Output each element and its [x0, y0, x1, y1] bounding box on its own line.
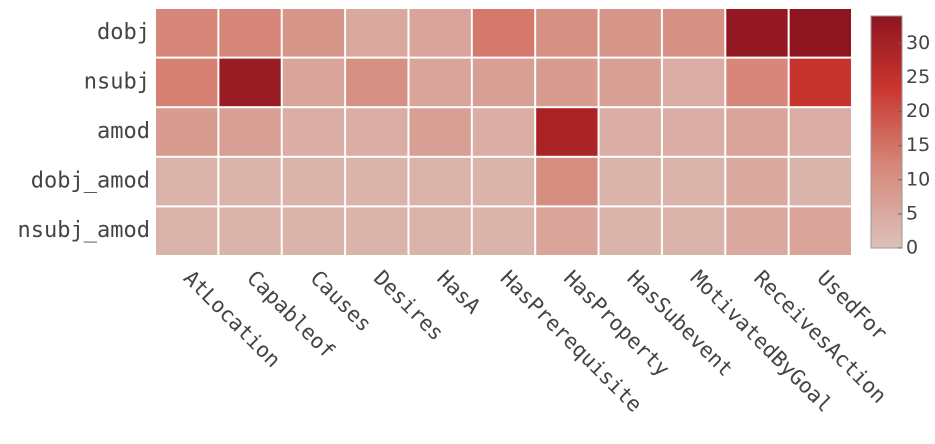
heatmap-cell: [409, 9, 471, 57]
heatmap-cell: [662, 108, 725, 156]
heatmap-cell: [219, 207, 281, 255]
heatmap-cell: [282, 108, 345, 156]
heatmap-cell: [346, 157, 408, 206]
heatmap-cell: [726, 9, 788, 57]
colorbar-tick-label: 25: [906, 66, 930, 88]
heatmap-cell: [219, 108, 281, 156]
heatmap-cell: [536, 207, 598, 255]
heatmap-cell: [409, 207, 471, 255]
heatmap-cell: [789, 157, 851, 206]
heatmap-cell: [599, 207, 661, 255]
heatmap-cell: [346, 108, 408, 156]
heatmap-cell: [472, 207, 535, 255]
heatmap-cell: [409, 108, 471, 156]
colorbar-tick-label: 15: [906, 134, 930, 156]
heatmap-cell: [536, 157, 598, 206]
heatmap-cell: [536, 58, 598, 107]
x-tick-label: HasA: [432, 266, 485, 319]
heatmap-cell: [409, 58, 471, 107]
heatmap-cell: [536, 9, 598, 57]
y-tick-label: dobj: [97, 20, 150, 45]
colorbar-tick-label: 0: [906, 237, 918, 259]
colorbar-tick-label: 20: [906, 100, 930, 122]
heatmap-cell: [282, 58, 345, 107]
heatmap-cell: [662, 157, 725, 206]
heatmap-cell: [726, 108, 788, 156]
y-tick-label: nsubj: [84, 69, 150, 94]
heatmap-cell: [219, 157, 281, 206]
heatmap-cell: [282, 207, 345, 255]
colorbar-tick-label: 10: [906, 168, 930, 190]
heatmap-cell: [536, 108, 598, 156]
heatmap-cell: [662, 9, 725, 57]
colorbar-tick-label: 30: [906, 32, 930, 54]
colorbar: [870, 15, 903, 249]
heatmap-cell: [282, 157, 345, 206]
heatmap-cell: [599, 58, 661, 107]
heatmap-cell: [472, 9, 535, 57]
heatmap-cell: [156, 108, 218, 156]
heatmap-cell: [219, 9, 281, 57]
heatmap-cell: [662, 207, 725, 255]
heatmap-cell: [346, 207, 408, 255]
heatmap-cell: [789, 58, 851, 107]
heatmap-cell: [599, 108, 661, 156]
heatmap-cell: [599, 157, 661, 206]
heatmap-cell: [346, 58, 408, 107]
heatmap-cell: [472, 157, 535, 206]
heatmap-cell: [156, 9, 218, 57]
y-tick-label: amod: [97, 119, 150, 144]
heatmap-cell: [409, 157, 471, 206]
heatmap-cell: [472, 108, 535, 156]
heatmap-cell: [156, 58, 218, 107]
y-tick-label: nsubj_amod: [18, 218, 150, 243]
heatmap-cell: [789, 108, 851, 156]
heatmap-cell: [789, 9, 851, 57]
heatmap-cell: [472, 58, 535, 107]
heatmap-cell: [346, 9, 408, 57]
heatmap-cell: [726, 207, 788, 255]
heatmap-cell: [662, 58, 725, 107]
y-tick-label: dobj_amod: [31, 169, 150, 194]
heatmap-cell: [156, 207, 218, 255]
heatmap-cell: [726, 58, 788, 107]
heatmap-cell: [726, 157, 788, 206]
heatmap-cell: [219, 58, 281, 107]
heatmap-cell: [599, 9, 661, 57]
colorbar-tick-label: 5: [906, 202, 918, 224]
heatmap-cell: [156, 157, 218, 206]
heatmap-cell: [282, 9, 345, 57]
heatmap-cell: [789, 207, 851, 255]
